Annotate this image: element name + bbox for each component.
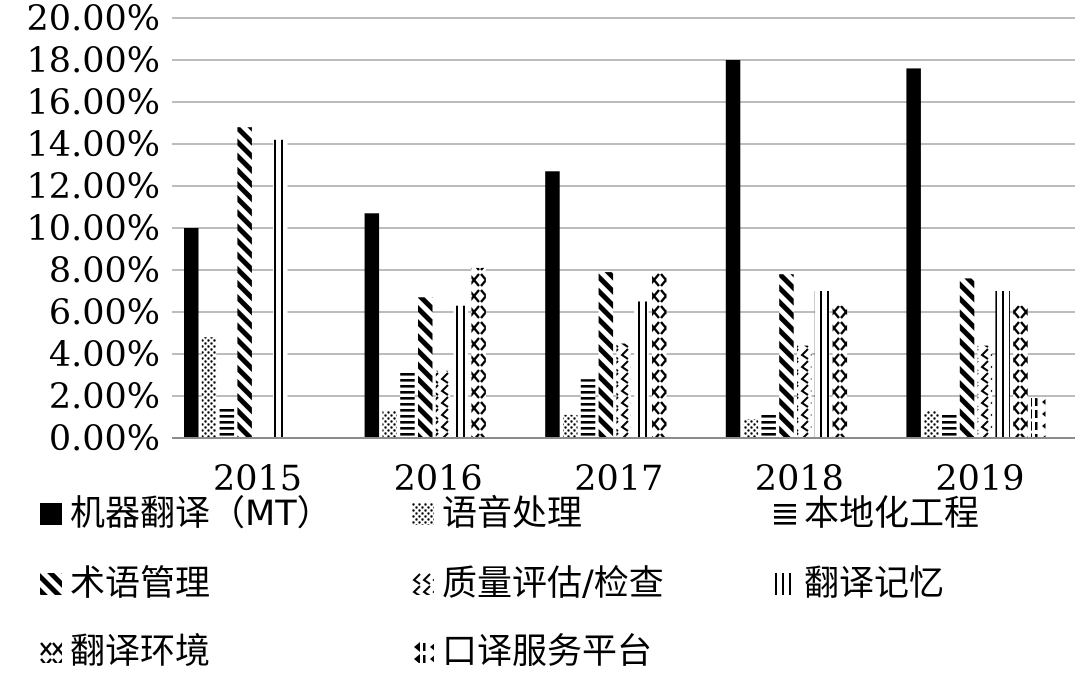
bar-2017-series-2 [563, 414, 578, 438]
bar-2018-series-1 [725, 60, 741, 438]
y-tick-label: 14.00% [27, 125, 160, 165]
bar-2017-series-1 [545, 171, 560, 439]
bar-2017-series-3 [580, 379, 596, 438]
y-tick-label: 8.00% [49, 251, 160, 291]
bar-2015-series-3 [219, 406, 235, 438]
bar-2016-series-6 [453, 305, 469, 438]
bar-2015-series-4 [237, 127, 252, 438]
bar-2019-series-6 [995, 291, 1010, 438]
bar-2016-series-4 [418, 297, 433, 438]
bar-2017-series-6 [634, 301, 649, 438]
bar-2016-series-3 [400, 370, 415, 438]
y-tick-label: 0.00% [49, 419, 160, 459]
y-tick-label: 20.00% [27, 0, 160, 39]
bar-2017-series-5 [616, 343, 631, 438]
bar-2018-series-3 [761, 414, 776, 438]
y-tick-label: 6.00% [49, 293, 160, 333]
bar-2019-series-7 [1013, 305, 1028, 438]
bar-2016-series-2 [382, 410, 397, 438]
bars [184, 60, 1046, 439]
bar-2016-series-1 [364, 213, 380, 438]
bar-2015-series-2 [201, 337, 217, 438]
bar-2019-series-1 [906, 68, 921, 439]
y-tick-label: 16.00% [27, 83, 160, 123]
bar-2015-series-6 [273, 139, 288, 439]
y-tick-label: 4.00% [49, 335, 160, 375]
y-tick-label: 2.00% [49, 377, 160, 417]
bar-2018-series-4 [779, 274, 794, 438]
x-tick-label: 2018 [755, 459, 844, 499]
bar-2019-series-8 [1031, 398, 1046, 438]
x-tick-label: 2017 [574, 459, 663, 499]
bar-2019-series-2 [924, 410, 939, 438]
y-tick-label: 10.00% [27, 209, 160, 249]
x-tick-label: 2019 [935, 459, 1024, 499]
gridlines [172, 17, 1075, 397]
bar-2018-series-2 [743, 419, 759, 438]
bar-2018-series-6 [814, 291, 830, 438]
x-tick-label: 2015 [213, 459, 302, 499]
bar-2016-series-5 [435, 370, 451, 438]
bar-2018-series-7 [832, 305, 848, 438]
bar-2017-series-4 [598, 272, 614, 438]
bar-2015-series-1 [184, 228, 199, 438]
bar-2019-series-5 [977, 345, 993, 438]
bar-2016-series-7 [471, 267, 486, 438]
y-tick-label: 12.00% [27, 167, 160, 207]
y-tick-label: 18.00% [27, 41, 160, 81]
x-tick-label: 2016 [394, 459, 483, 499]
bar-2018-series-5 [797, 345, 812, 438]
y-axis-tick-labels: 0.00%2.00%4.00%6.00%8.00%10.00%12.00%14.… [27, 0, 160, 459]
bar-2017-series-7 [652, 272, 667, 438]
bar-2019-series-3 [942, 414, 957, 438]
x-axis-tick-labels: 2015 2016 2017 2018 2019 [213, 459, 1024, 499]
bar-2019-series-4 [959, 278, 975, 438]
